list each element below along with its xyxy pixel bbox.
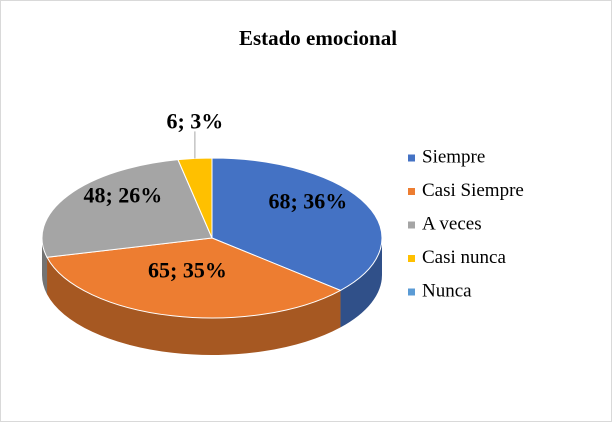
slice-side <box>47 257 341 355</box>
legend-swatch <box>408 154 415 162</box>
data-label: 48; 26% <box>83 183 162 208</box>
slice-side <box>42 238 48 295</box>
legend-label: Nunca <box>422 280 472 301</box>
slice <box>46 237 342 319</box>
slice <box>41 159 213 258</box>
legend-label: Casi Siempre <box>422 180 524 201</box>
legend-swatch <box>408 255 415 262</box>
slice <box>211 157 383 291</box>
legend-label: A veces <box>422 213 482 234</box>
legend-label: Siempre <box>422 146 485 167</box>
legend-swatch <box>408 221 415 229</box>
legend-swatch <box>408 288 415 296</box>
legend-label: Casi nunca <box>422 247 506 268</box>
slice-side <box>340 238 382 328</box>
data-label: 68; 36% <box>268 188 347 213</box>
chart-title: Estado emocional <box>239 26 397 50</box>
data-label: 6; 3% <box>166 108 223 133</box>
data-label: 65; 35% <box>148 257 227 282</box>
legend-swatch <box>408 188 415 195</box>
